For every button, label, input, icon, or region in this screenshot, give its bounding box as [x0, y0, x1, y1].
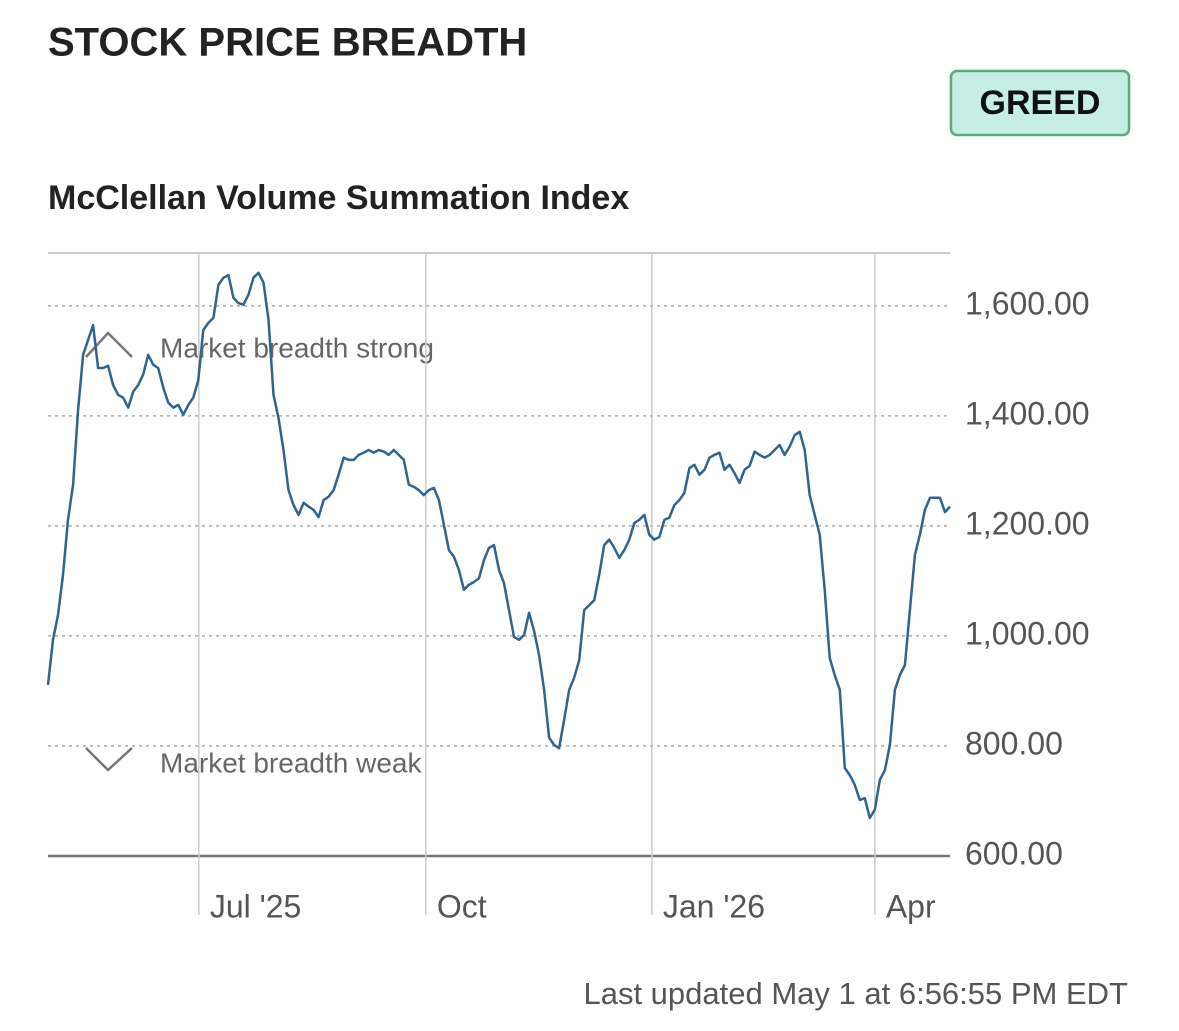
y-tick-label: 600.00 — [965, 835, 1063, 871]
chart-title: STOCK PRICE BREADTH — [48, 21, 527, 65]
badge: GREED — [980, 84, 1101, 122]
y-tick-label: 1,200.00 — [965, 505, 1090, 541]
annotation: Market breadth weak — [160, 747, 422, 778]
x-tick-label: Apr — [886, 888, 936, 924]
data-line — [46, 271, 951, 820]
x-tick-label: Oct — [437, 888, 487, 924]
badge-box — [949, 69, 1131, 137]
y-tick-label: 1,600.00 — [965, 285, 1090, 321]
chart-subtitle: McClellan Volume Summation Index — [48, 179, 629, 217]
y-tick-label: 1,400.00 — [965, 395, 1090, 431]
down-chevron — [85, 747, 133, 772]
up-chevron — [85, 331, 133, 358]
annotation: Market breadth strong — [160, 332, 434, 363]
y-tick-label: 1,000.00 — [965, 615, 1090, 651]
x-tick-label: Jul '25 — [210, 888, 302, 924]
y-tick-label: 800.00 — [965, 725, 1063, 761]
last-updated: Last updated May 1 at 6:56:55 PM EDT — [583, 976, 1128, 1011]
x-tick-label: Jan '26 — [663, 888, 765, 924]
